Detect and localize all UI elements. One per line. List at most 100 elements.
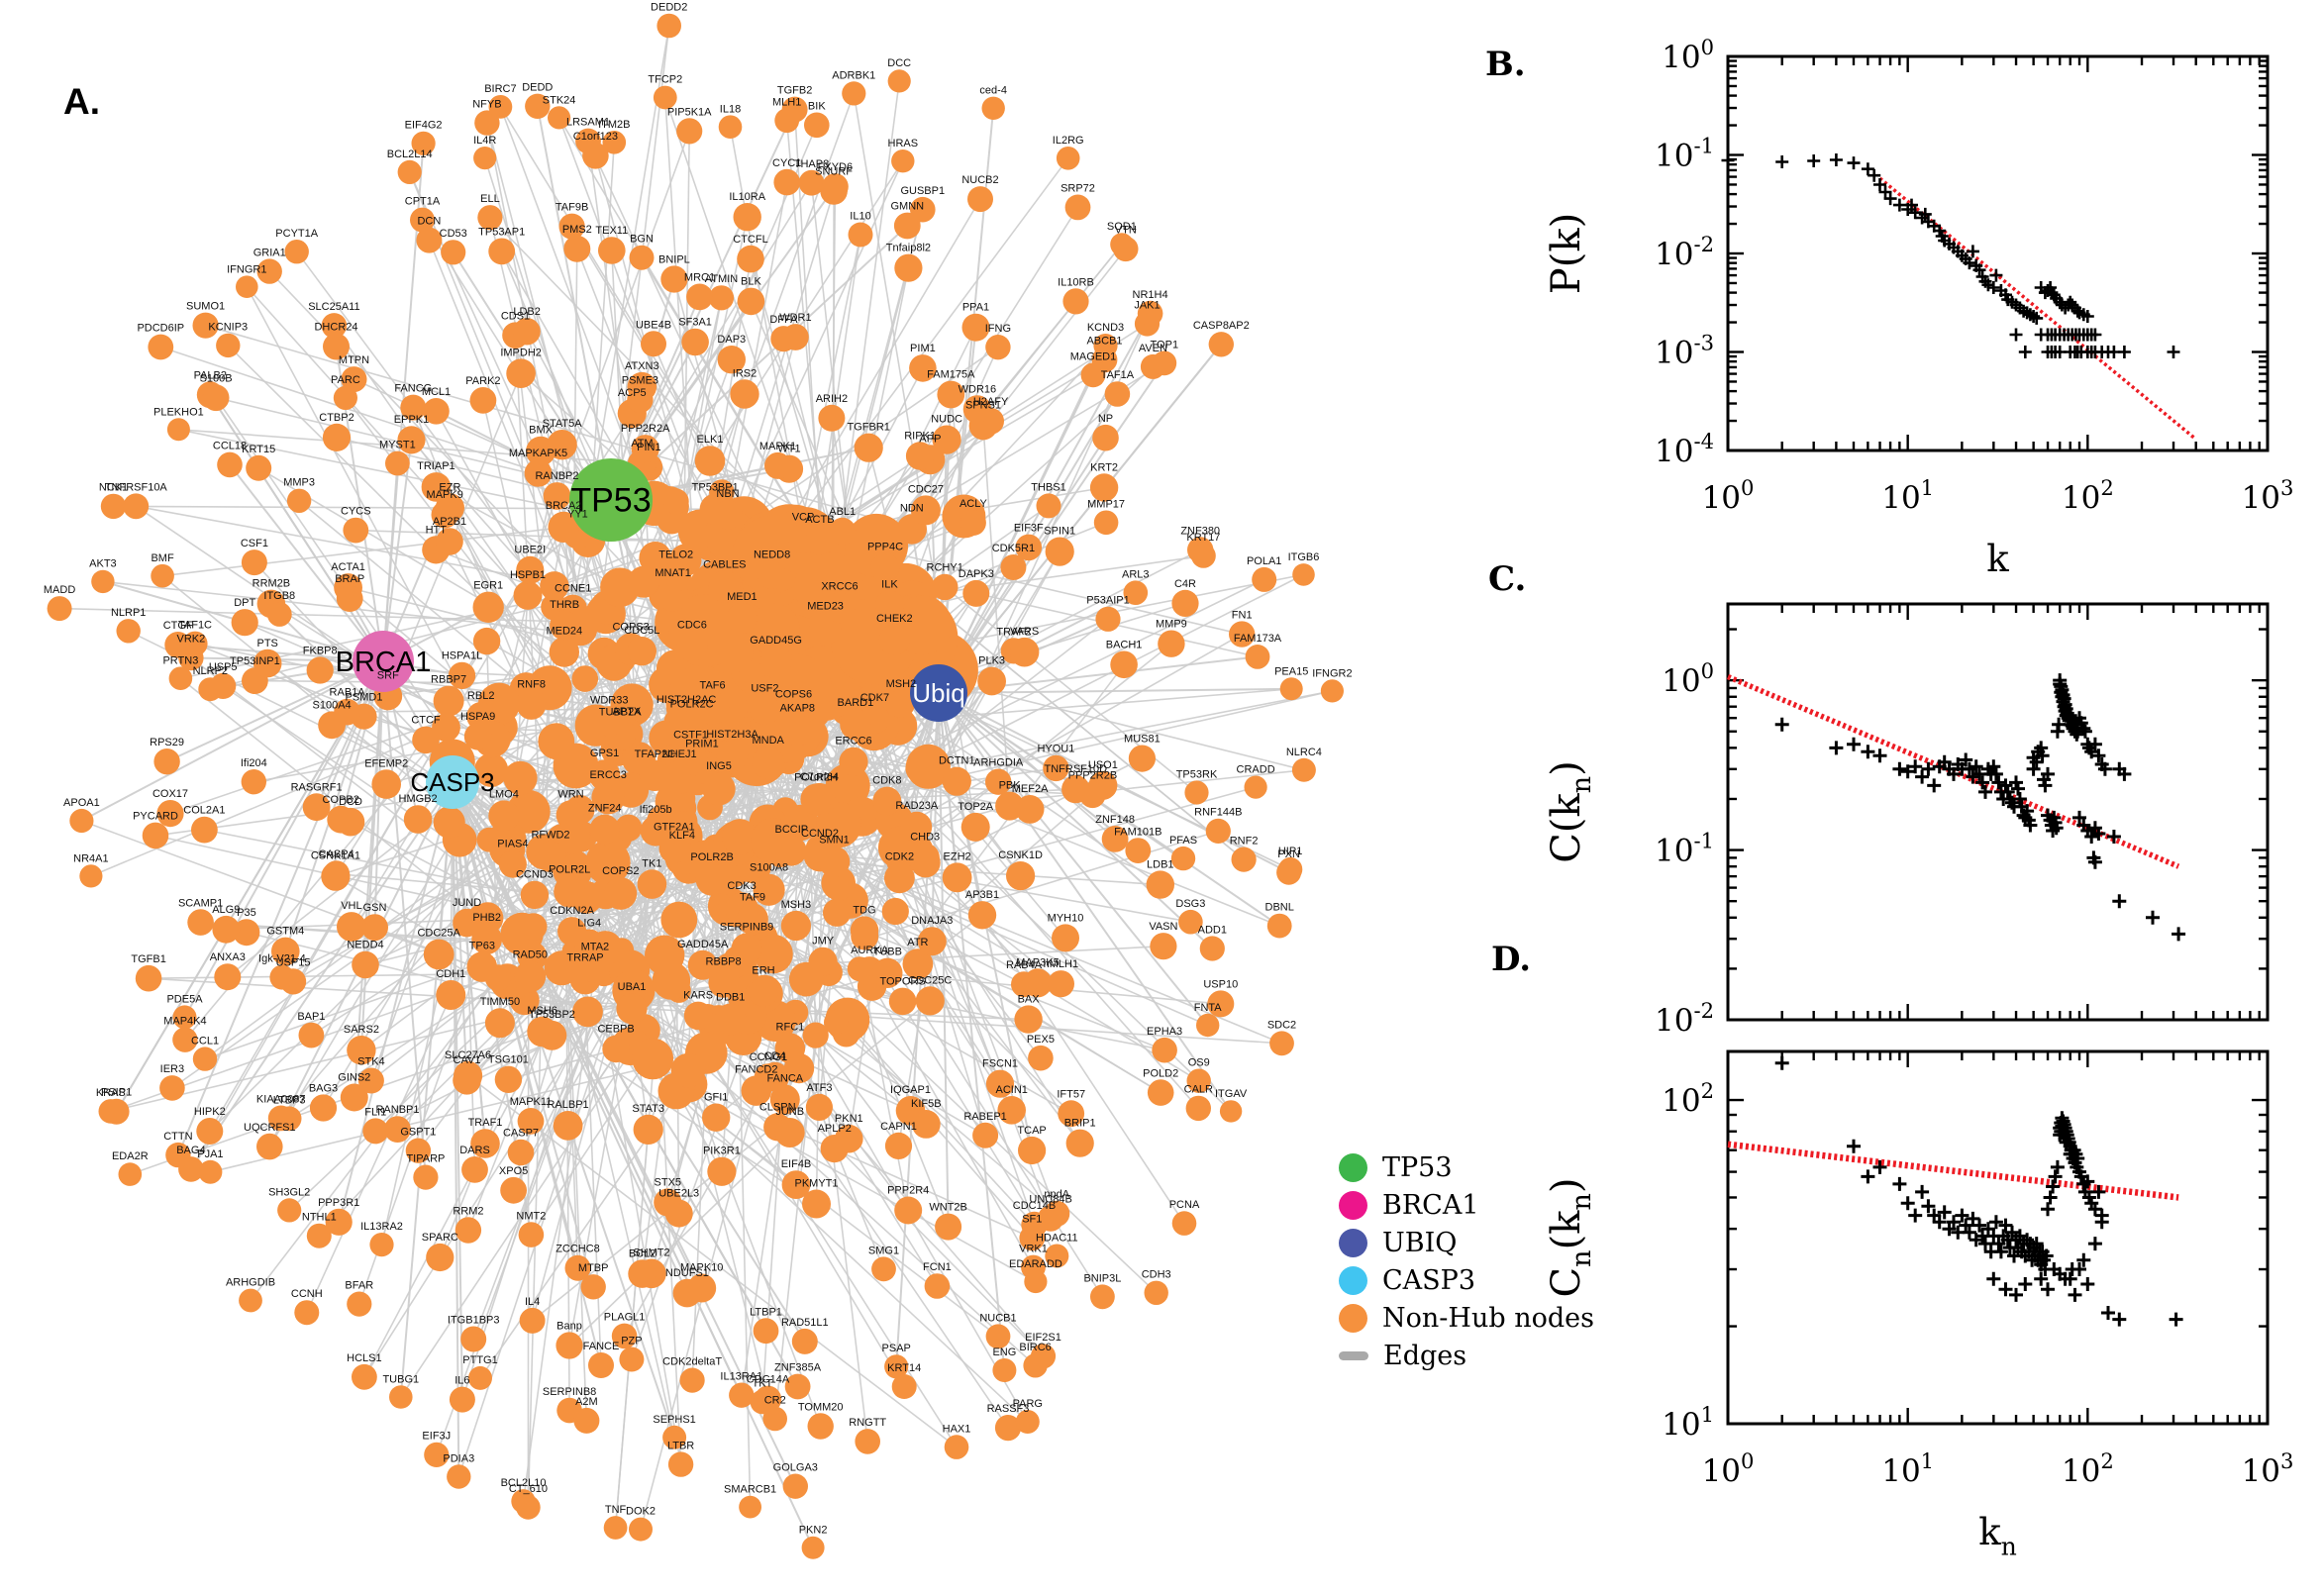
network-node — [1110, 650, 1138, 679]
network-node-label: IL13RA1 — [720, 1370, 762, 1382]
network-node — [805, 1093, 834, 1121]
network-node — [575, 128, 601, 154]
network-node-label: PFAS — [1169, 835, 1197, 847]
network-edge — [436, 486, 621, 589]
network-node-label: MMP3 — [283, 477, 315, 489]
network-node-label: PRIM1 — [685, 739, 719, 750]
network-node — [400, 394, 427, 421]
network-node — [874, 590, 905, 620]
network-node — [737, 903, 768, 936]
network-node-label: DEDD2 — [651, 2, 687, 14]
hub-label-casp3: CASP3 — [410, 767, 494, 797]
network-node-label: POLR2B — [690, 851, 733, 863]
network-edge — [452, 781, 460, 1477]
network-node — [884, 862, 915, 894]
network-node-label: SF1 — [1022, 1214, 1042, 1226]
legend-label: UBIQ — [1382, 1227, 1458, 1258]
network-node — [298, 1022, 325, 1048]
network-node-label: ACP5 — [618, 387, 647, 399]
network-node-label: GINS2 — [338, 1072, 370, 1084]
network-node — [166, 418, 190, 442]
network-node — [694, 446, 726, 476]
network-node — [822, 173, 849, 200]
network-node — [917, 927, 947, 956]
network-node-label: H2AFY — [973, 396, 1009, 408]
network-edge — [938, 344, 1223, 694]
network-node-label: THRB — [550, 599, 579, 611]
network-node — [780, 910, 812, 942]
network-node-label: UBA1 — [618, 981, 647, 993]
network-node-label: PRTN3 — [162, 654, 198, 666]
network-node-label: Ifi204 — [241, 757, 267, 769]
panel-c-label: C. — [1488, 559, 1527, 599]
network-node-label: FSCN1 — [982, 1058, 1018, 1070]
network-node-label: MSH2 — [886, 678, 917, 690]
network-node — [266, 602, 292, 627]
network-node — [103, 1098, 130, 1125]
network-node-label: NHEJ1 — [662, 748, 697, 760]
network-node-label: PKN1 — [835, 1113, 863, 1125]
network-node — [893, 212, 921, 240]
network-edge — [452, 781, 797, 1487]
network-node-label: TOPORS — [879, 976, 925, 988]
network-node — [804, 112, 830, 139]
network-node-label: HRAS — [888, 138, 919, 150]
svg-text:10-2: 10-2 — [1655, 232, 1714, 272]
network-node — [602, 1035, 630, 1063]
network-node-label: FAM173A — [1234, 633, 1282, 645]
network-node-label: CTCFL — [733, 234, 767, 246]
network-node-label: BRIP1 — [1064, 1118, 1096, 1130]
network-node — [1184, 780, 1209, 805]
network-node — [589, 814, 620, 845]
network-node-label: TUBG1 — [382, 1373, 419, 1385]
network-node — [516, 690, 547, 720]
network-node-label: NUCB2 — [961, 174, 998, 186]
network-node-label: MAP4K4 — [163, 1016, 206, 1028]
network-node-label: RBBP8 — [706, 955, 742, 967]
network-node-label: CT_610 — [509, 1483, 548, 1495]
network-node-label: NLRC4 — [1286, 747, 1322, 758]
network-node — [800, 783, 832, 815]
network-node-label: TNFRSF10D — [1045, 763, 1108, 775]
network-node — [937, 380, 965, 409]
network-node-label: KCNIP3 — [208, 322, 248, 334]
network-node — [1244, 775, 1267, 799]
network-node — [985, 1069, 1015, 1098]
network-node-label: PLEKHO1 — [153, 406, 204, 418]
scatter-points — [1774, 673, 2186, 942]
network-node-label: ATMIN — [705, 273, 738, 285]
network-node — [216, 333, 241, 358]
network-node-label: BLK — [741, 276, 761, 288]
network-node — [336, 585, 363, 612]
network-node-label: GADD45G — [750, 635, 802, 647]
network-node-label: TGFB1 — [131, 953, 165, 965]
network-node-label: GRIA1 — [253, 247, 286, 258]
svg-text:k: k — [1986, 538, 2009, 580]
network-node-label: ZNF148 — [1095, 814, 1135, 826]
network-node — [594, 706, 625, 737]
legend-item-casp3: CASP3 — [1339, 1261, 1594, 1299]
network-edge — [689, 1083, 1033, 1240]
network-node-label: SERPINB9 — [720, 921, 773, 933]
network-node-label: ENG — [992, 1347, 1016, 1358]
network-edge — [166, 660, 384, 763]
network-node-label: CDK5R1 — [992, 543, 1035, 554]
network-edge — [179, 677, 482, 920]
network-node-label: MAP3K5 — [1016, 956, 1059, 968]
network-node — [1269, 1031, 1294, 1056]
network-node — [645, 935, 685, 975]
network-node-label: IL6 — [454, 1375, 469, 1387]
network-node — [554, 875, 586, 908]
network-node — [556, 821, 590, 854]
network-node — [881, 897, 909, 926]
network-node-label: CTGF — [163, 620, 193, 632]
network-node-label: DFFA — [769, 314, 798, 326]
network-node — [981, 96, 1005, 121]
network-nodes — [47, 13, 1344, 1559]
network-node — [118, 1162, 143, 1186]
network-node-label: XPO5 — [499, 1165, 528, 1177]
network-node-label: LTBR — [667, 1441, 694, 1452]
network-node — [252, 648, 282, 678]
svg-text:Cn(kn): Cn(kn) — [1544, 1177, 1597, 1297]
network-node-label: A2M — [575, 1396, 598, 1408]
